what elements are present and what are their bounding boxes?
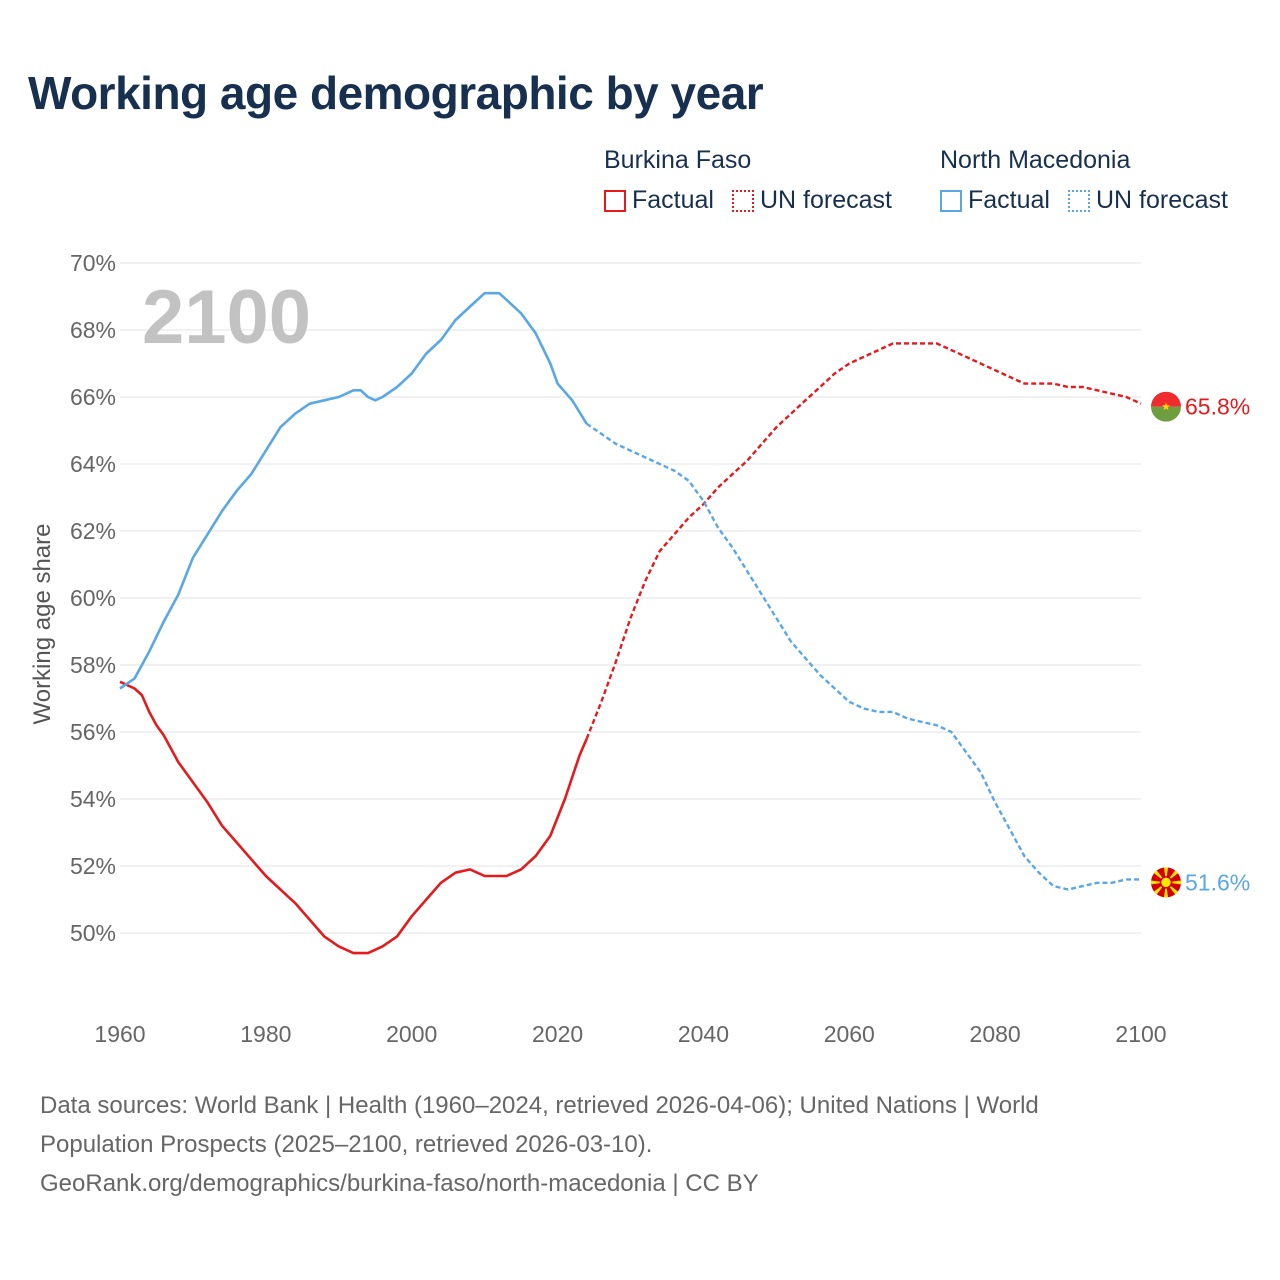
year-watermark: 2100 xyxy=(142,275,311,360)
footer-line: Data sources: World Bank | Health (1960–… xyxy=(40,1092,1039,1119)
series-line-factual xyxy=(119,291,588,690)
flag-sun xyxy=(1159,876,1173,889)
series-line-forecast xyxy=(586,422,1141,891)
legend-item-forecast[interactable]: UN forecast xyxy=(1067,186,1228,215)
flag-ray xyxy=(1151,879,1166,886)
y-tick-label: 56% xyxy=(70,719,116,745)
x-tick-label: 1960 xyxy=(94,1021,145,1047)
legend-swatch-factual xyxy=(604,189,626,212)
flag-ray xyxy=(1163,882,1169,898)
legend-item-factual[interactable]: Factual xyxy=(604,186,714,215)
series-line-factual xyxy=(119,680,588,955)
legend-north-macedonia: North Macedonia Factual UN forecast xyxy=(940,144,1246,215)
y-tick-label: 50% xyxy=(70,920,116,946)
legend-item-forecast[interactable]: UN forecast xyxy=(731,186,892,215)
y-tick-label: 70% xyxy=(70,250,116,276)
flag-star xyxy=(1162,402,1170,411)
flag-ray xyxy=(1166,879,1181,886)
y-tick-label: 54% xyxy=(70,786,116,812)
flag-body xyxy=(1151,391,1181,422)
y-tick-label: 64% xyxy=(70,451,116,477)
flag-stripe-red xyxy=(1151,391,1181,407)
y-tick-label: 68% xyxy=(70,317,116,343)
y-tick-label: 58% xyxy=(70,652,116,678)
x-tick-label: 2000 xyxy=(386,1021,437,1047)
x-tick-label: 2040 xyxy=(678,1021,729,1047)
legend-swatch-factual xyxy=(940,189,962,212)
x-tick-label: 2100 xyxy=(1115,1021,1166,1047)
legend-swatch-forecast xyxy=(1067,189,1090,212)
legend-label: Factual xyxy=(968,186,1050,214)
legend-country-name: Burkina Faso xyxy=(604,146,752,174)
chart-title: Working age demographic by year xyxy=(28,67,764,119)
series-line-forecast xyxy=(585,342,1142,740)
legend-swatch-forecast xyxy=(731,189,754,212)
x-tick-label: 2060 xyxy=(824,1021,875,1047)
legend-country-name: North Macedonia xyxy=(940,146,1131,174)
y-tick-label: 60% xyxy=(70,585,116,611)
x-tick-label: 1980 xyxy=(240,1021,291,1047)
flag-stripe-green xyxy=(1151,406,1181,422)
burkina-faso-flag-icon xyxy=(1151,391,1181,422)
legend-burkina-faso: Burkina Faso Factual UN forecast xyxy=(604,144,910,215)
legend-label: UN forecast xyxy=(759,186,892,214)
series-end-value-label: 65.8% xyxy=(1185,394,1250,420)
data-sources-footer: Data sources: World Bank | Health (1960–… xyxy=(40,1086,1240,1203)
y-tick-label: 62% xyxy=(70,518,116,544)
series-end-value-label: 51.6% xyxy=(1185,869,1250,895)
line-chart: 50% 52% 54% 56% 58% 60% 62% 64% 66% 68% 70% 1960 198… xyxy=(29,250,1250,1047)
footer-line: Population Prospects (2025–2100, retriev… xyxy=(40,1131,653,1158)
north-macedonia-flag-icon xyxy=(1151,867,1181,898)
y-axis-label: Working age share xyxy=(29,524,56,725)
y-tick-label: 66% xyxy=(70,384,116,410)
flag-body xyxy=(1151,867,1181,898)
legend-label: UN forecast xyxy=(1095,186,1228,214)
x-tick-label: 2020 xyxy=(532,1021,583,1047)
legend-label: Factual xyxy=(632,186,714,214)
flag-ray xyxy=(1163,867,1169,883)
y-tick-label: 52% xyxy=(70,853,116,879)
x-tick-label: 2080 xyxy=(970,1021,1021,1047)
footer-line[interactable]: GeoRank.org/demographics/burkina-faso/no… xyxy=(40,1170,759,1197)
legend-item-factual[interactable]: Factual xyxy=(940,186,1050,215)
